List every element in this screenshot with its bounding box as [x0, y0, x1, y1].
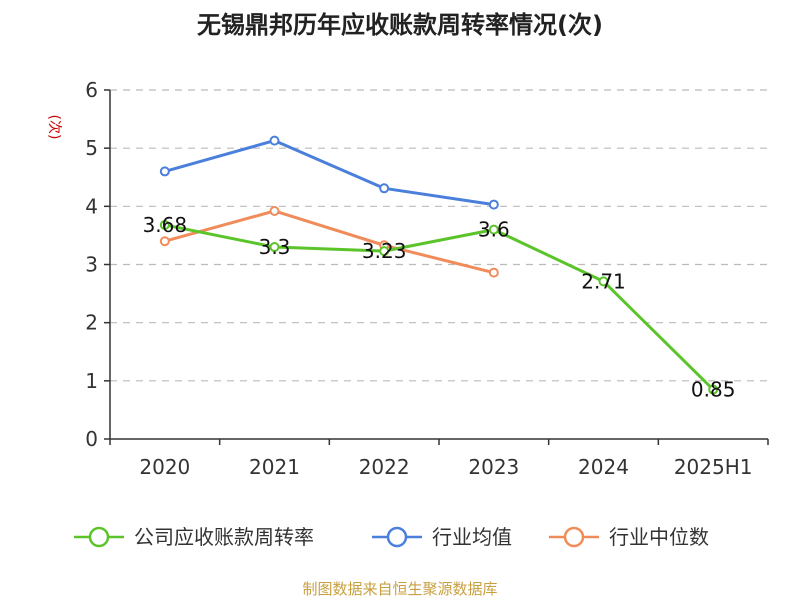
x-tick-label-2023: 2023: [468, 455, 519, 479]
legend-label: 公司应收账款周转率: [134, 525, 314, 549]
data-label-2021: 3.3: [259, 235, 291, 259]
series-1: [159, 135, 499, 210]
y-tick-label-0: 0: [85, 427, 98, 451]
data-point-1-2022[interactable]: [379, 183, 390, 194]
data-label-2023: 3.6: [478, 218, 510, 242]
y-tick-label-1: 1: [85, 369, 98, 393]
y-tick-label-2: 2: [85, 311, 98, 335]
legend-label: 行业中位数: [609, 525, 709, 549]
y-tick-label-4: 4: [85, 194, 98, 218]
data-point-2-2020[interactable]: [159, 236, 170, 247]
data-point-0-2023[interactable]: [488, 224, 499, 235]
legend-marker-icon: [386, 526, 408, 548]
x-tick-label-2024: 2024: [578, 455, 629, 479]
legend-item-2[interactable]: 行业中位数: [549, 525, 709, 549]
legend-label: 行业均值: [432, 525, 512, 549]
data-labels: 3.68 3.3 3.23 3.6 2.71 0.85: [143, 213, 736, 402]
x-tick-label-2021: 2021: [249, 455, 300, 479]
legend-item-0[interactable]: 公司应收账款周转率: [74, 525, 314, 549]
data-label-2022: 3.23: [362, 239, 407, 263]
data-point-0-2021[interactable]: [269, 242, 280, 253]
axes: 0 1 2 3 4 5 6 2020 2021 2022 2023 2024 2025H1: [85, 78, 769, 479]
y-tick-label-5: 5: [85, 136, 98, 160]
x-tick-label-2025H1: 2025H1: [674, 455, 753, 479]
series-line-2: [164, 209, 495, 275]
data-point-1-2020[interactable]: [159, 166, 170, 177]
source-note: 制图数据来自恒生聚源数据库: [302, 580, 497, 598]
chart-title: 无锡鼎邦历年应收账款周转率情况(次): [197, 11, 603, 39]
y-tick-label-3: 3: [85, 253, 98, 277]
series-2: [159, 205, 499, 278]
legend-item-1[interactable]: 行业均值: [372, 525, 512, 549]
series-0: [159, 219, 719, 395]
data-point-0-2022[interactable]: [379, 246, 390, 257]
data-point-0-2024[interactable]: [598, 276, 609, 287]
legend-marker-icon: [563, 526, 585, 548]
y-tick-label-6: 6: [85, 78, 98, 102]
series-layer: [159, 135, 719, 395]
data-point-0-2020[interactable]: [159, 219, 170, 230]
series-line-1: [164, 139, 495, 207]
data-point-2-2023[interactable]: [488, 267, 499, 278]
data-label-2020: 3.68: [143, 213, 188, 237]
data-point-0-2025H1[interactable]: [708, 384, 719, 395]
data-point-1-2021[interactable]: [269, 135, 280, 146]
legend[interactable]: 公司应收账款周转率 行业均值 行业中位数: [74, 525, 709, 549]
y-axis-label: (次): [46, 115, 62, 140]
x-tick-label-2022: 2022: [359, 455, 410, 479]
grid: [110, 89, 768, 382]
data-label-2024: 2.71: [581, 269, 626, 293]
legend-marker-icon: [88, 526, 110, 548]
data-label-2025H1: 0.85: [691, 378, 736, 402]
data-point-1-2023[interactable]: [488, 199, 499, 210]
series-line-0: [164, 223, 715, 391]
data-point-2-2021[interactable]: [269, 205, 280, 216]
x-tick-label-2020: 2020: [139, 455, 190, 479]
